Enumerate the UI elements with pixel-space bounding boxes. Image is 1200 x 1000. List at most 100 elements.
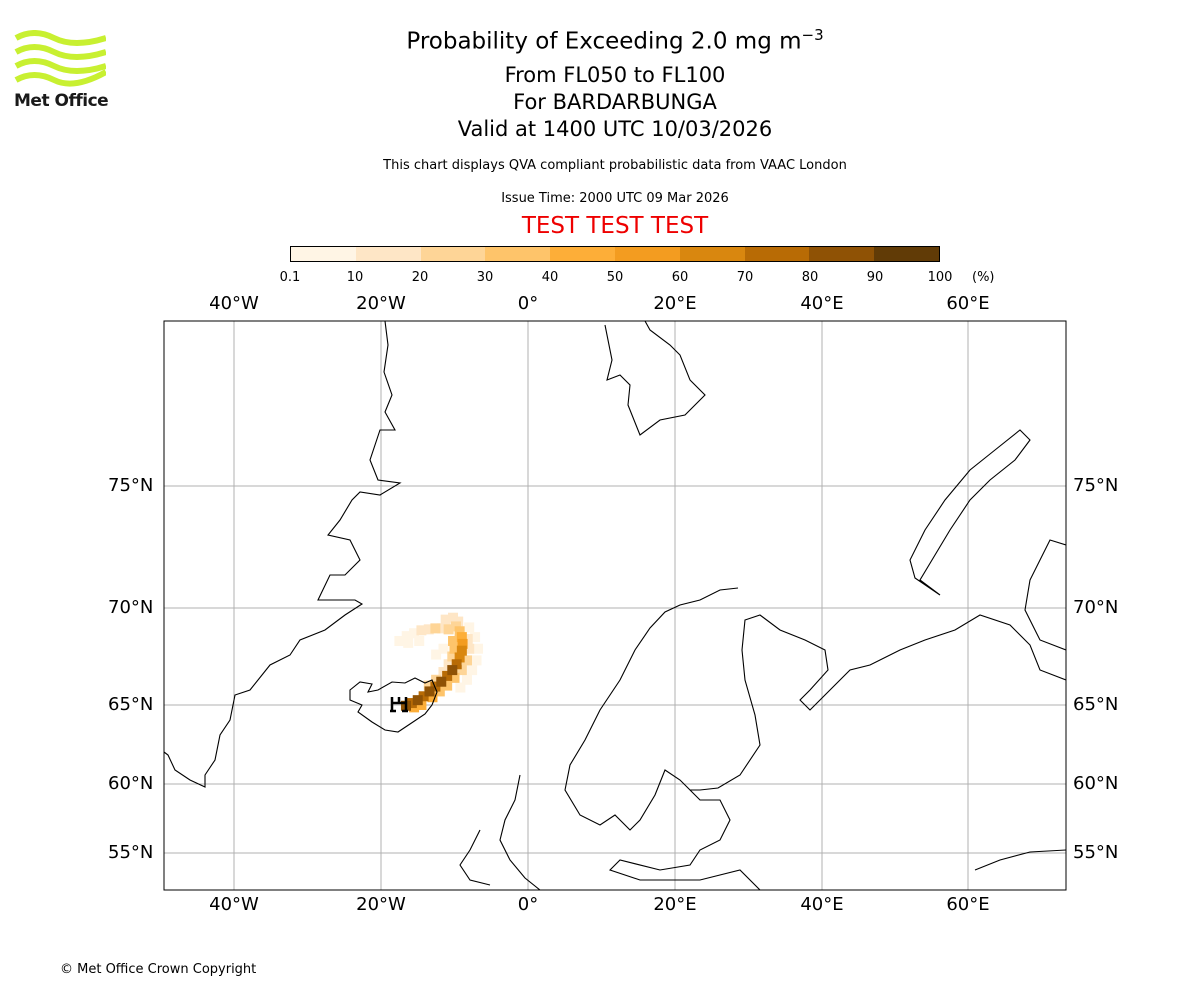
plume-cell (443, 624, 454, 635)
plume-cell (447, 665, 458, 676)
plume-cell (467, 665, 478, 676)
colorbar-segment (291, 247, 356, 261)
plume-cell (448, 612, 459, 623)
longitude-label: 20°W (356, 894, 406, 915)
colorbar-segment (874, 247, 939, 261)
copyright: © Met Office Crown Copyright (60, 962, 257, 977)
plume-cell (431, 649, 442, 660)
colorbar-tick-label: 80 (801, 270, 819, 285)
plume-cell (440, 614, 451, 625)
longitude-label: 60°E (946, 293, 990, 314)
volcano-name: For BARDARBUNGA (513, 90, 717, 114)
test-banner: TEST TEST TEST (521, 213, 709, 239)
latitude-label: 65°N (108, 694, 154, 715)
plume-cell (412, 695, 423, 706)
longitude-label: 40°W (209, 894, 259, 915)
plume-cell (442, 680, 453, 691)
plume-cell (409, 628, 420, 639)
colorbar-segment (550, 247, 615, 261)
colorbar-segment (614, 247, 680, 261)
plume-cell (447, 651, 458, 662)
colorbar-segment (485, 247, 551, 261)
plume-cell (451, 659, 462, 670)
plume-cell (462, 634, 473, 645)
longitude-label: 40°E (800, 293, 844, 314)
latitude-label: 65°N (1073, 694, 1119, 715)
plume-cell (470, 632, 481, 643)
colorbar-tick-label: 50 (606, 270, 624, 285)
colorbar-tick-label: 30 (476, 270, 494, 285)
plume-cell (416, 625, 427, 636)
longitude-label: 20°E (653, 894, 697, 915)
norway-coast (564, 587, 1066, 831)
plume-cell (442, 670, 453, 681)
chart-title: Probability of Exceeding 2.0 mg m−3 (0, 26, 1200, 55)
ash-plume (394, 612, 484, 713)
valid-time: Valid at 1400 UTC 10/03/2026 (457, 117, 773, 141)
colorbar-segment (679, 247, 745, 261)
plume-cell (461, 655, 472, 666)
met-office-logo (14, 30, 108, 92)
colorbar-tick-label: 70 (736, 270, 754, 285)
plume-cell (454, 626, 465, 637)
latitude-label: 70°N (108, 597, 154, 618)
colorbar-tick-label: 20 (411, 270, 429, 285)
plume-cell (456, 632, 467, 643)
plume-cell (414, 635, 425, 646)
latitude-label: 55°N (1073, 842, 1119, 863)
greenland-coast (164, 321, 402, 788)
logo-text: Met Office (14, 91, 109, 111)
coastlines (164, 321, 1066, 890)
plume-cell (449, 643, 460, 654)
plume-cell (431, 674, 442, 685)
colorbar-tick-label: 0.1 (279, 270, 301, 285)
colorbar-segment (420, 247, 486, 261)
plume-cell (448, 635, 459, 646)
plume-cell (406, 698, 417, 709)
flight-level-range: From FL050 to FL100 (504, 63, 726, 87)
latitude-label: 60°N (1073, 773, 1119, 794)
baltic-coast (608, 789, 761, 890)
colorbar-tick-label: 40 (541, 270, 559, 285)
longitude-label: 60°E (946, 894, 990, 915)
plume-cell (394, 635, 405, 646)
map-frame (163, 320, 1067, 891)
plume-cell (464, 622, 475, 633)
plume-cell (449, 672, 460, 683)
plume-cell (438, 643, 449, 654)
colorbar-unit: (%) (972, 270, 995, 285)
svalbard-coast (604, 321, 706, 436)
title-superscript: −3 (801, 26, 824, 44)
longitude-label: 40°W (209, 293, 259, 314)
colorbar (290, 246, 940, 262)
plume-cell (427, 692, 438, 703)
plume-cell (423, 624, 434, 635)
plume-cell (401, 631, 412, 642)
plume-cell (430, 623, 441, 634)
plume-cell (423, 680, 434, 691)
longitude-label: 0° (517, 293, 539, 314)
colorbar-tick-label: 100 (927, 270, 953, 285)
plume-cell (456, 645, 467, 656)
russia-arctic-coast (974, 539, 1066, 871)
plume-cell (403, 637, 414, 648)
longitude-label: 0° (517, 894, 539, 915)
latitude-label: 70°N (1073, 597, 1119, 618)
plume-cell (437, 623, 448, 634)
latitude-label: 75°N (108, 475, 154, 496)
colorbar-segment (744, 247, 810, 261)
issue-time: Issue Time: 2000 UTC 09 Mar 2026 (501, 191, 729, 206)
longitude-label: 20°W (356, 293, 406, 314)
plume-cell (455, 682, 466, 693)
iceland-coast (349, 677, 438, 733)
latitude-label: 75°N (1073, 475, 1119, 496)
colorbar-tick-label: 60 (671, 270, 689, 285)
colorbar-segment (355, 247, 421, 261)
longitude-label: 40°E (800, 894, 844, 915)
plume-cell (464, 643, 475, 654)
colorbar-tick-label: 90 (866, 270, 884, 285)
plume-cell (454, 652, 465, 663)
plume-cell (430, 681, 441, 692)
chart-note: This chart displays QVA compliant probab… (383, 158, 847, 173)
